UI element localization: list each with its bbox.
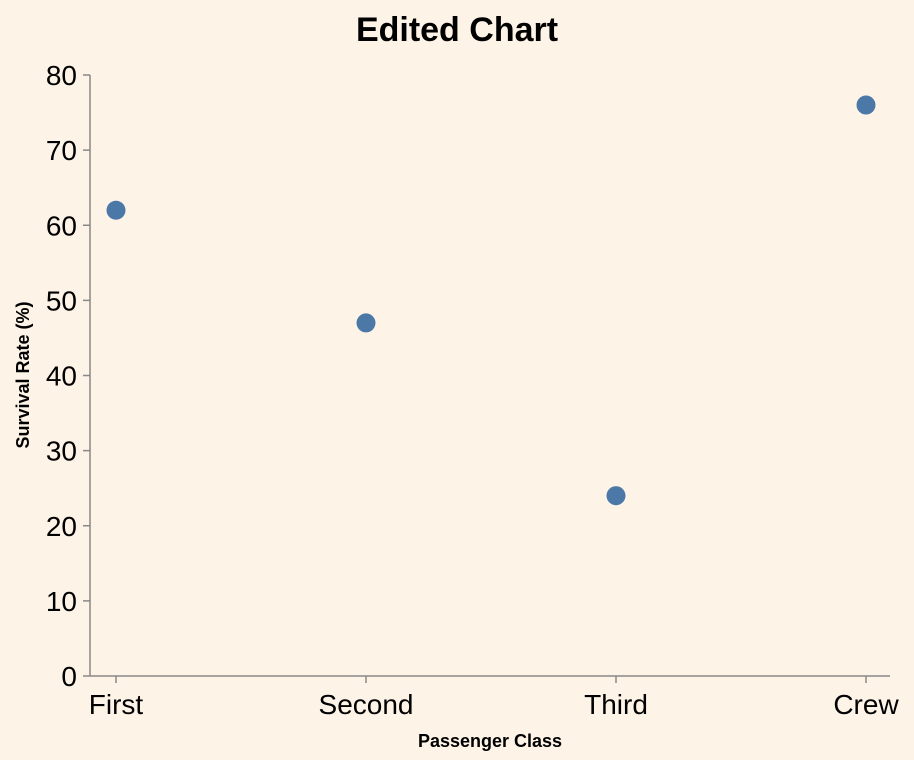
y-axis-title: Survival Rate (%) xyxy=(13,301,33,448)
data-point[interactable] xyxy=(106,200,126,220)
data-point[interactable] xyxy=(856,95,876,115)
x-axis-title: Passenger Class xyxy=(418,731,562,751)
x-tick-label: First xyxy=(89,689,144,720)
chart-title: Edited Chart xyxy=(356,11,558,49)
y-tick-label: 40 xyxy=(46,361,77,392)
x-tick-label: Second xyxy=(319,689,414,720)
y-tick-label: 50 xyxy=(46,285,77,316)
data-point[interactable] xyxy=(606,486,626,506)
data-point[interactable] xyxy=(356,313,376,333)
y-tick-label: 30 xyxy=(46,436,77,467)
y-tick-label: 60 xyxy=(46,210,77,241)
y-tick-label: 20 xyxy=(46,511,77,542)
data-points xyxy=(106,95,876,506)
y-tick-label: 80 xyxy=(46,60,77,91)
x-tick-label: Crew xyxy=(833,689,899,720)
x-tick-label: Third xyxy=(584,689,648,720)
y-axis: 0 10 20 30 40 50 60 70 80 xyxy=(46,60,91,692)
x-axis: First Second Third Crew xyxy=(89,675,899,720)
y-tick-label: 10 xyxy=(46,586,77,617)
x-axis-ticks: First Second Third Crew xyxy=(89,676,899,720)
y-tick-label: 0 xyxy=(61,661,77,692)
y-tick-label: 70 xyxy=(46,135,77,166)
y-axis-ticks: 0 10 20 30 40 50 60 70 80 xyxy=(46,60,90,692)
